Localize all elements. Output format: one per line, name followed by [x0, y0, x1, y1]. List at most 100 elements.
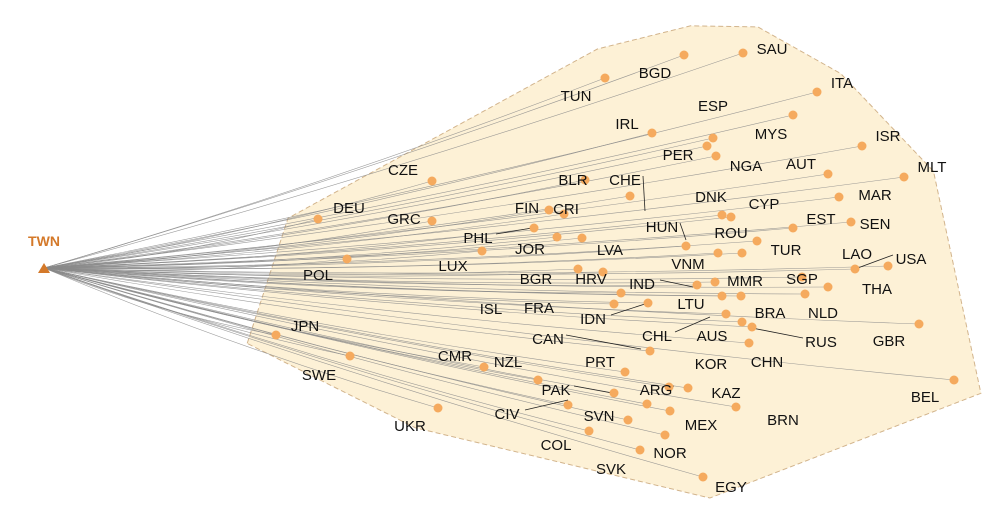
node-swe[interactable]	[345, 351, 355, 361]
node-lva[interactable]	[577, 233, 587, 243]
node-svk[interactable]	[635, 445, 645, 455]
edge-twn-rou	[43, 240, 758, 269]
node-aus[interactable]	[737, 317, 747, 327]
node-mmr[interactable]	[710, 277, 720, 287]
node-bra[interactable]	[736, 291, 746, 301]
node-idn[interactable]	[643, 298, 653, 308]
node-blr[interactable]	[580, 175, 590, 185]
node-cyp[interactable]	[726, 212, 736, 222]
node-label-phl: PHL	[463, 230, 492, 247]
node-jpn[interactable]	[271, 330, 281, 340]
node-label-sau: SAU	[757, 41, 788, 58]
node-dnk[interactable]	[717, 210, 727, 220]
node-phl[interactable]	[529, 223, 539, 233]
node-grc[interactable]	[427, 216, 437, 226]
node-chl[interactable]	[721, 309, 731, 319]
node-label-bgr: BGR	[520, 271, 553, 288]
node-lao[interactable]	[850, 264, 860, 274]
node-pol[interactable]	[342, 254, 352, 264]
leader-line-pak	[573, 385, 613, 394]
node-arg[interactable]	[683, 383, 693, 393]
node-cri[interactable]	[559, 209, 569, 219]
node-gbr[interactable]	[914, 319, 924, 329]
node-label-gbr: GBR	[873, 333, 906, 350]
node-sen[interactable]	[846, 217, 856, 227]
node-label-mex: MEX	[685, 417, 718, 434]
node-civ[interactable]	[563, 400, 573, 410]
node-mex[interactable]	[665, 406, 675, 416]
node-esp[interactable]	[788, 110, 798, 120]
node-nld[interactable]	[800, 289, 810, 299]
node-label-fra: FRA	[524, 300, 554, 317]
node-prt[interactable]	[620, 367, 630, 377]
node-deu[interactable]	[313, 214, 323, 224]
node-tha[interactable]	[823, 282, 833, 292]
edge-twn-grc	[43, 220, 433, 269]
node-isl[interactable]	[609, 299, 619, 309]
node-isr[interactable]	[857, 141, 867, 151]
node-irl[interactable]	[647, 128, 657, 138]
node-bgr[interactable]	[573, 264, 583, 274]
edge-twn-deu	[43, 218, 319, 269]
node-egy[interactable]	[698, 472, 708, 482]
node-nzl[interactable]	[533, 375, 543, 385]
node-sgp[interactable]	[797, 272, 807, 282]
node-label-bel: BEL	[911, 389, 939, 406]
node-label-nld: NLD	[808, 305, 838, 322]
node-jor[interactable]	[552, 232, 562, 242]
node-mys[interactable]	[708, 133, 718, 143]
edge-twn-lao	[43, 267, 856, 275]
node-ind[interactable]	[692, 280, 702, 290]
node-fra[interactable]	[616, 288, 626, 298]
node-kor[interactable]	[664, 382, 674, 392]
node-ukr[interactable]	[433, 403, 443, 413]
node-label-sen: SEN	[860, 216, 891, 233]
node-bgd[interactable]	[679, 50, 689, 60]
node-brn[interactable]	[731, 402, 741, 412]
source-node-twn[interactable]	[38, 263, 50, 273]
edge-twn-ita	[43, 91, 818, 269]
node-cze[interactable]	[427, 176, 437, 186]
edge-twn-egy	[43, 267, 704, 478]
node-vnm[interactable]	[713, 248, 723, 258]
node-sau[interactable]	[738, 48, 748, 58]
node-bel[interactable]	[949, 375, 959, 385]
node-usa[interactable]	[883, 261, 893, 271]
edge-twn-mys	[43, 137, 714, 269]
node-hrv[interactable]	[598, 267, 608, 277]
node-che[interactable]	[625, 191, 635, 201]
node-ita[interactable]	[812, 87, 822, 97]
node-ltu[interactable]	[717, 291, 727, 301]
edge-twn-bra	[43, 267, 742, 297]
node-nor[interactable]	[660, 430, 670, 440]
node-kaz[interactable]	[642, 399, 652, 409]
node-label-ltu: LTU	[677, 296, 704, 313]
node-pak[interactable]	[609, 388, 619, 398]
node-rus[interactable]	[747, 322, 757, 332]
node-label-grc: GRC	[387, 211, 421, 228]
edge-twn-vnm	[43, 252, 719, 270]
node-label-swe: SWE	[302, 367, 336, 384]
node-aut[interactable]	[823, 169, 833, 179]
node-label-mmr: MMR	[727, 273, 763, 290]
leader-line-can	[565, 334, 642, 350]
node-est[interactable]	[788, 223, 798, 233]
node-per[interactable]	[702, 141, 712, 151]
node-rou[interactable]	[752, 236, 762, 246]
node-chn[interactable]	[744, 338, 754, 348]
node-can[interactable]	[645, 346, 655, 356]
node-label-lux: LUX	[438, 258, 467, 275]
edge-twn-fra	[43, 267, 622, 294]
node-cmr[interactable]	[479, 362, 489, 372]
node-tun[interactable]	[600, 73, 610, 83]
node-tur[interactable]	[737, 248, 747, 258]
node-hun[interactable]	[681, 241, 691, 251]
node-col[interactable]	[584, 426, 594, 436]
node-fin[interactable]	[544, 205, 554, 215]
node-mar[interactable]	[834, 192, 844, 202]
node-svn[interactable]	[623, 415, 633, 425]
node-mlt[interactable]	[899, 172, 909, 182]
edge-twn-jpn	[43, 267, 277, 336]
node-nga[interactable]	[711, 151, 721, 161]
node-lux[interactable]	[477, 246, 487, 256]
